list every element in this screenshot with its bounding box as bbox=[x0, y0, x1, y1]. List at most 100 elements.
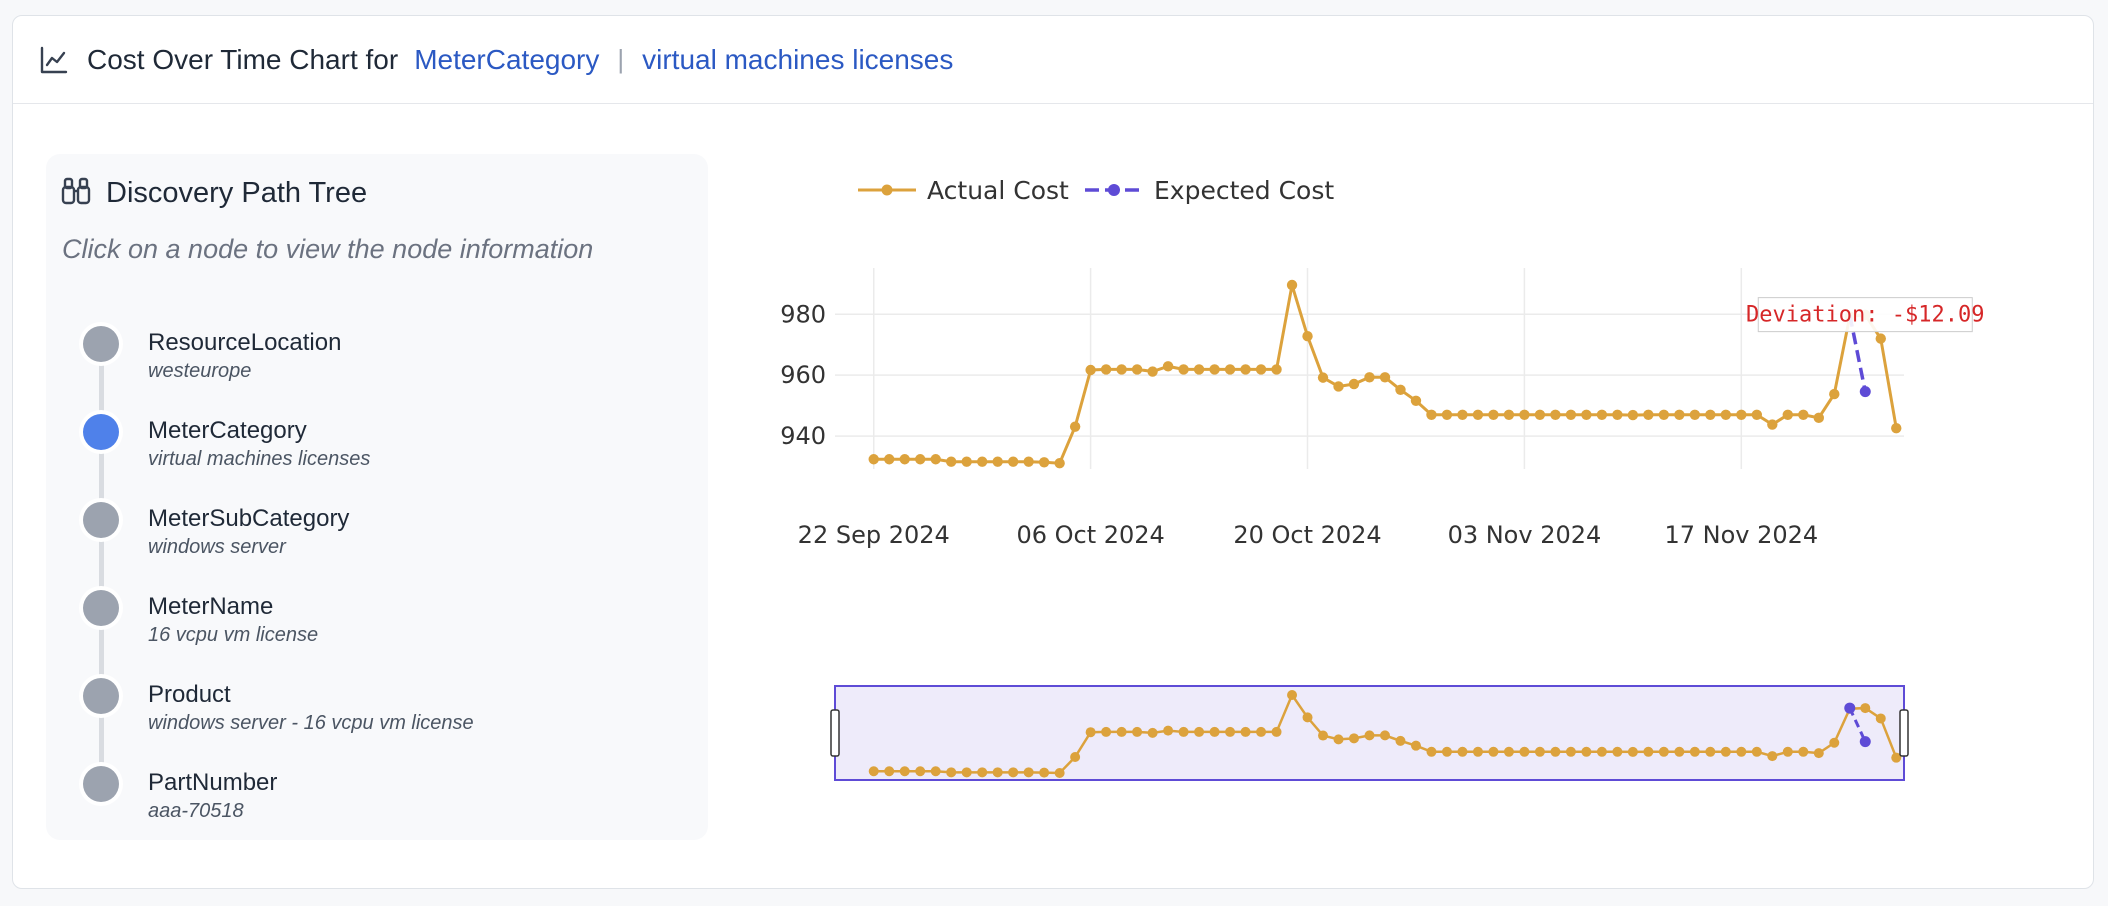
actual-cost-point[interactable] bbox=[1875, 333, 1886, 344]
expected-cost-point[interactable] bbox=[1859, 386, 1871, 398]
actual-cost-point[interactable] bbox=[1767, 419, 1778, 430]
cost-over-time-chart[interactable]: 22 Sep 2024 06 Oct 2024 20 Oct 2024 03 Nov … bbox=[13, 16, 2094, 889]
range-handle-right[interactable] bbox=[1899, 709, 1909, 757]
actual-cost-point[interactable] bbox=[945, 456, 957, 467]
actual-cost-point[interactable] bbox=[915, 454, 926, 465]
actual-cost-point[interactable] bbox=[1627, 409, 1639, 421]
actual-cost-point[interactable] bbox=[1751, 409, 1763, 420]
actual-cost-point[interactable] bbox=[1565, 409, 1577, 420]
actual-cost-point[interactable] bbox=[884, 454, 895, 465]
actual-cost-point[interactable] bbox=[1689, 409, 1701, 420]
range-actual-point bbox=[1163, 725, 1174, 736]
range-actual-point bbox=[1271, 726, 1282, 737]
actual-cost-point[interactable] bbox=[1488, 409, 1499, 420]
actual-cost-point[interactable] bbox=[1643, 409, 1654, 420]
tree-node-resource-location[interactable]: ResourceLocation westeurope bbox=[46, 326, 686, 406]
range-actual-point bbox=[1674, 746, 1685, 757]
actual-cost-point[interactable] bbox=[899, 454, 910, 465]
node-dot[interactable] bbox=[83, 414, 119, 450]
node-name: Product bbox=[148, 681, 231, 708]
actual-cost-point[interactable] bbox=[1705, 409, 1716, 420]
node-dot[interactable] bbox=[83, 678, 119, 714]
actual-cost-point[interactable] bbox=[1317, 372, 1329, 383]
actual-cost-point[interactable] bbox=[1116, 364, 1127, 375]
tree-node-meter-category[interactable]: MeterCategory virtual machines licenses bbox=[46, 414, 686, 494]
actual-cost-point[interactable] bbox=[1209, 364, 1220, 375]
actual-cost-point[interactable] bbox=[1333, 381, 1344, 392]
tree-node-meter-name[interactable]: MeterName 16 vcpu vm license bbox=[46, 590, 686, 670]
actual-cost-point[interactable] bbox=[1379, 372, 1391, 383]
actual-cost-point[interactable] bbox=[1147, 366, 1158, 377]
actual-cost-point[interactable] bbox=[1348, 378, 1360, 390]
actual-cost-point[interactable] bbox=[961, 456, 972, 467]
actual-cost-point[interactable] bbox=[1286, 279, 1298, 291]
actual-cost-point[interactable] bbox=[1798, 409, 1809, 420]
actual-cost-point[interactable] bbox=[1658, 409, 1670, 420]
actual-cost-point[interactable] bbox=[1550, 409, 1561, 420]
actual-cost-point[interactable] bbox=[1426, 409, 1437, 420]
actual-cost-point[interactable] bbox=[1302, 330, 1313, 342]
actual-cost-point[interactable] bbox=[1612, 409, 1623, 420]
actual-cost-point[interactable] bbox=[1038, 457, 1050, 468]
node-dot[interactable] bbox=[83, 502, 119, 538]
tree-node-product[interactable]: Product windows server - 16 vcpu vm lice… bbox=[46, 678, 686, 758]
actual-cost-point[interactable] bbox=[992, 456, 1003, 467]
node-name: MeterName bbox=[148, 593, 274, 620]
actual-cost-point[interactable] bbox=[1472, 409, 1484, 420]
range-handle-left[interactable] bbox=[830, 709, 840, 757]
chart-legend[interactable]: Actual Cost Expected Cost bbox=[858, 176, 1334, 205]
actual-cost-point[interactable] bbox=[1364, 372, 1375, 383]
actual-cost-point[interactable] bbox=[1193, 364, 1205, 375]
chart-plot-area[interactable] bbox=[868, 279, 1902, 469]
actual-cost-point[interactable] bbox=[1503, 409, 1515, 420]
actual-cost-point[interactable] bbox=[1271, 364, 1282, 375]
actual-cost-point[interactable] bbox=[1457, 409, 1468, 420]
actual-cost-point[interactable] bbox=[1829, 388, 1840, 400]
legend-actual-label[interactable]: Actual Cost bbox=[927, 176, 1069, 205]
actual-cost-point[interactable] bbox=[1736, 409, 1747, 420]
actual-cost-point[interactable] bbox=[1023, 456, 1034, 467]
actual-cost-point[interactable] bbox=[1100, 364, 1112, 375]
actual-cost-point[interactable] bbox=[1581, 409, 1592, 420]
actual-cost-point[interactable] bbox=[1162, 361, 1174, 372]
actual-cost-point[interactable] bbox=[1596, 409, 1608, 420]
range-actual-point bbox=[1860, 703, 1871, 714]
actual-cost-point[interactable] bbox=[1674, 409, 1685, 420]
node-dot[interactable] bbox=[83, 590, 119, 626]
actual-cost-point[interactable] bbox=[1534, 409, 1546, 420]
actual-cost-point[interactable] bbox=[1054, 458, 1065, 469]
range-actual-point bbox=[1441, 746, 1452, 757]
actual-cost-point[interactable] bbox=[976, 456, 988, 467]
deviation-annotation: Deviation: -$12.09 bbox=[1746, 303, 1984, 328]
range-actual-point bbox=[1287, 690, 1298, 700]
actual-cost-point[interactable] bbox=[1782, 409, 1794, 420]
actual-cost-point[interactable] bbox=[1410, 395, 1422, 406]
dimension-link[interactable]: MeterCategory bbox=[414, 43, 600, 75]
actual-cost-point[interactable] bbox=[1069, 421, 1081, 432]
range-expected-point bbox=[1844, 702, 1856, 714]
actual-cost-point[interactable] bbox=[1007, 456, 1019, 467]
tree-node-meter-subcategory[interactable]: MeterSubCategory windows server bbox=[46, 502, 686, 582]
actual-cost-point[interactable] bbox=[1178, 364, 1189, 375]
actual-cost-point[interactable] bbox=[1224, 364, 1236, 375]
actual-cost-point[interactable] bbox=[1813, 412, 1824, 424]
dimension-value-link[interactable]: virtual machines licenses bbox=[642, 43, 954, 75]
actual-cost-point[interactable] bbox=[1395, 384, 1406, 395]
node-dot[interactable] bbox=[83, 766, 119, 802]
actual-cost-point[interactable] bbox=[930, 454, 941, 465]
range-actual-point bbox=[1379, 730, 1390, 741]
range-actual-point bbox=[1581, 746, 1592, 757]
actual-cost-point[interactable] bbox=[1255, 364, 1267, 375]
actual-cost-point[interactable] bbox=[1891, 422, 1902, 434]
actual-cost-point[interactable] bbox=[1085, 364, 1096, 376]
actual-cost-point[interactable] bbox=[1240, 364, 1251, 375]
node-dot[interactable] bbox=[83, 326, 119, 362]
tree-node-part-number[interactable]: PartNumber aaa-70518 bbox=[46, 766, 686, 846]
actual-cost-point[interactable] bbox=[1720, 409, 1732, 420]
range-slider[interactable] bbox=[830, 685, 1909, 781]
actual-cost-point[interactable] bbox=[868, 454, 879, 465]
actual-cost-point[interactable] bbox=[1441, 409, 1453, 420]
actual-cost-point[interactable] bbox=[1519, 409, 1530, 420]
legend-expected-label[interactable]: Expected Cost bbox=[1154, 176, 1334, 205]
actual-cost-point[interactable] bbox=[1131, 364, 1143, 375]
